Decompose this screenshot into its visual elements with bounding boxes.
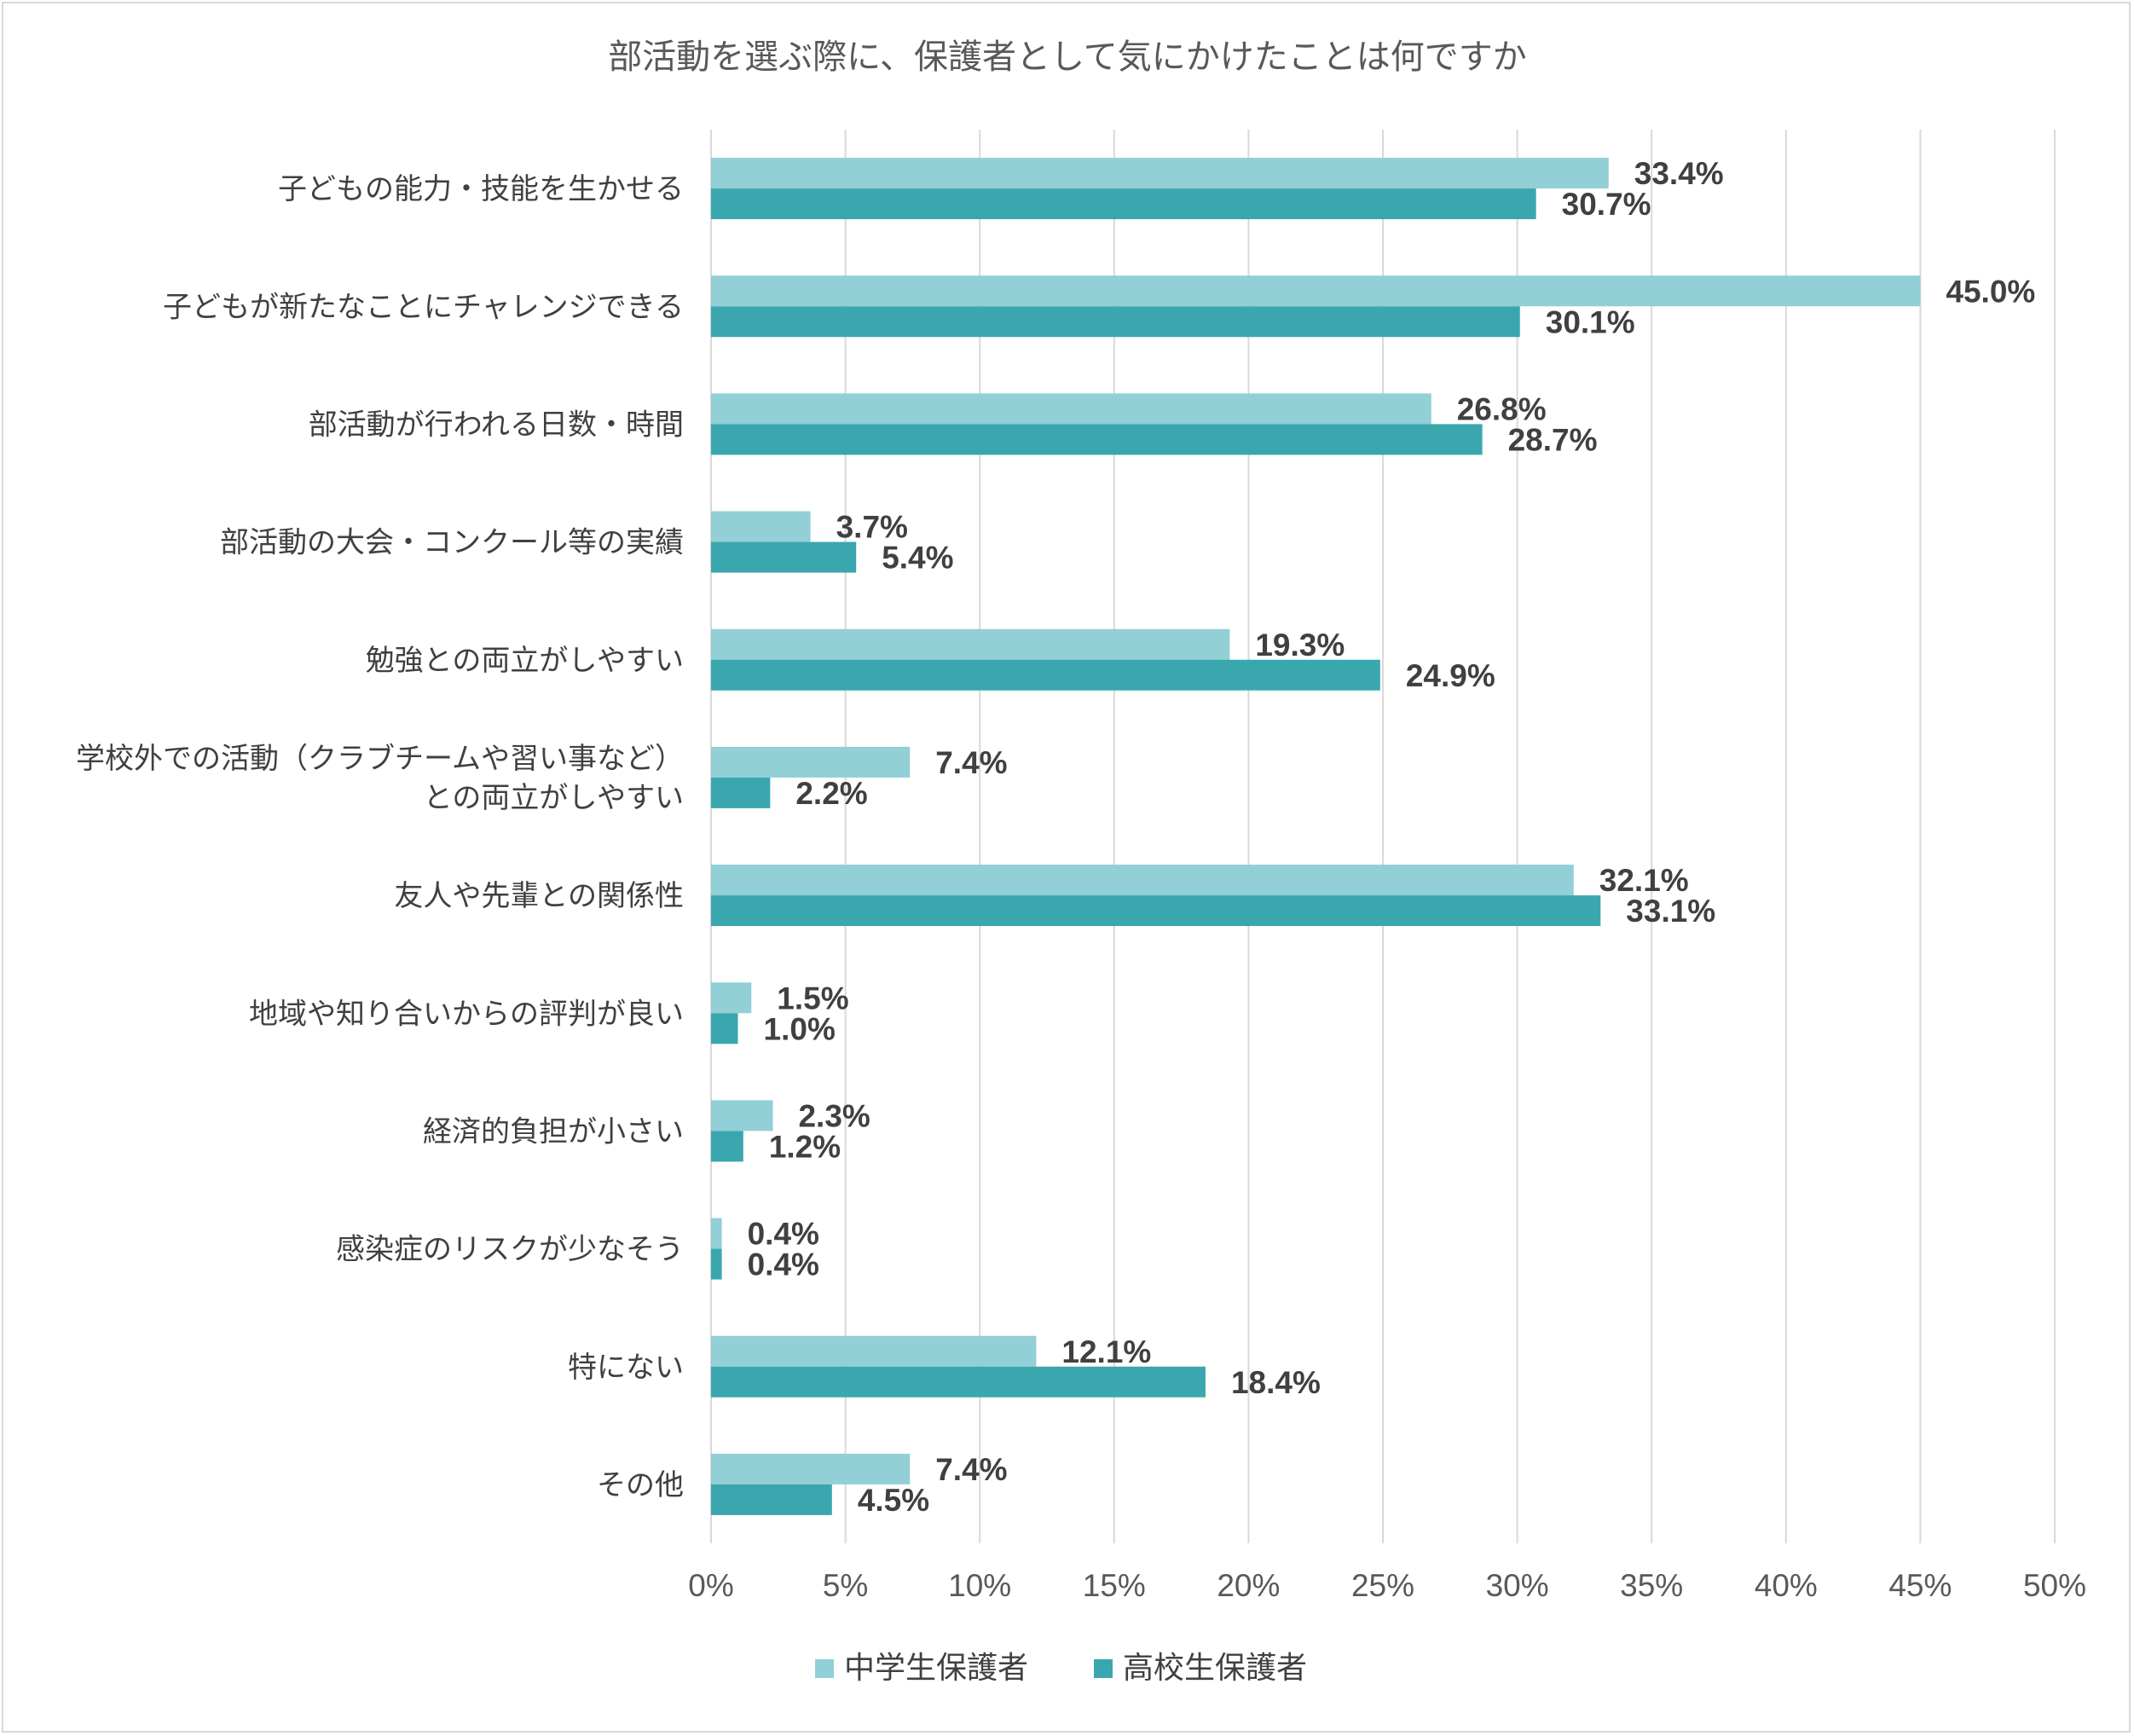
data-label: 1.0%: [764, 1011, 836, 1046]
legend-swatch: [1094, 1659, 1113, 1678]
data-label: 33.1%: [1626, 894, 1715, 929]
category-label: 学校外での活動（クラブチームや習い事など）: [76, 742, 684, 776]
data-label: 26.8%: [1457, 391, 1547, 426]
bar-senior-9: [711, 1248, 722, 1280]
bar-junior-7: [711, 982, 752, 1014]
x-tick-label: 10%: [948, 1568, 1011, 1603]
bar-junior-6: [711, 865, 1574, 896]
data-label: 12.1%: [1061, 1334, 1151, 1369]
data-label: 19.3%: [1255, 628, 1345, 663]
bar-junior-0: [711, 158, 1609, 189]
data-label: 0.4%: [748, 1217, 819, 1252]
legend-label: 高校生保護者: [1123, 1651, 1307, 1686]
bar-junior-3: [711, 511, 811, 542]
x-tick-label: 5%: [823, 1568, 868, 1603]
x-tick-label: 45%: [1888, 1568, 1952, 1603]
bar-senior-1: [711, 306, 1520, 338]
bars: [711, 158, 1921, 1515]
data-label: 24.9%: [1406, 658, 1495, 693]
category-labels: 子どもの能力・技能を生かせる子どもが新たなことにチャレンジできる部活動が行われる…: [76, 172, 684, 1502]
x-tick-label: 15%: [1083, 1568, 1146, 1603]
bar-senior-4: [711, 659, 1380, 691]
data-label: 2.2%: [795, 776, 867, 811]
bar-senior-3: [711, 541, 857, 573]
bar-junior-8: [711, 1100, 773, 1131]
category-label: 部活動の大会・コンクール等の実績: [220, 526, 684, 560]
data-labels: 33.4%30.7% 45.0% 30.1% 26.8%28.7% 3.7%5.4% 19…: [748, 156, 2036, 1518]
category-label: との両立がしやすい: [424, 781, 684, 815]
bar-senior-8: [711, 1131, 743, 1162]
category-label: 特にない: [568, 1351, 684, 1385]
data-label: 18.4%: [1231, 1365, 1321, 1400]
bar-senior-11: [711, 1484, 832, 1515]
data-label: 30.7%: [1562, 187, 1651, 222]
data-label: 33.4%: [1634, 156, 1724, 191]
category-label: 子どもの能力・技能を生かせる: [278, 172, 684, 206]
x-axis-ticks: 0% 5% 10% 15% 20% 25% 30% 35% 40% 45% 50%: [688, 1568, 2086, 1603]
x-tick-label: 35%: [1620, 1568, 1683, 1603]
bar-senior-10: [711, 1366, 1206, 1397]
bar-junior-10: [711, 1335, 1037, 1367]
legend: 中学生保護者 高校生保護者: [815, 1651, 1307, 1686]
data-label: 7.4%: [935, 1452, 1007, 1487]
legend-item-0: 中学生保護者: [815, 1651, 1028, 1686]
x-tick-label: 30%: [1486, 1568, 1549, 1603]
legend-swatch: [815, 1659, 834, 1678]
x-tick-label: 0%: [688, 1568, 733, 1603]
data-label: 28.7%: [1508, 422, 1598, 457]
data-label: 32.1%: [1599, 863, 1689, 898]
data-label: 7.4%: [935, 745, 1007, 780]
bar-junior-11: [711, 1453, 911, 1484]
bar-junior-1: [711, 275, 1921, 307]
x-tick-label: 50%: [2023, 1568, 2086, 1603]
bar-senior-7: [711, 1013, 738, 1044]
category-label: 地域や知り合いからの評判が良い: [249, 997, 684, 1031]
chart-title: 部活動を選ぶ際に、保護者として気にかけたことは何ですか: [608, 38, 1527, 77]
legend-item-1: 高校生保護者: [1094, 1651, 1307, 1686]
bar-junior-2: [711, 393, 1431, 425]
category-label: 経済的負担が小さい: [423, 1114, 684, 1149]
legend-label: 中学生保護者: [844, 1651, 1028, 1686]
category-label: 勉強との両立がしやすい: [366, 644, 684, 678]
gridlines: [710, 130, 2056, 1543]
category-label: 子どもが新たなことにチャレンジできる: [163, 290, 684, 324]
bar-junior-9: [711, 1218, 722, 1249]
data-label: 1.5%: [777, 981, 848, 1016]
data-label: 2.3%: [798, 1098, 870, 1133]
category-label: 友人や先輩との関係性: [394, 879, 684, 913]
category-label: 感染症のリスクが少なそう: [336, 1233, 684, 1267]
bar-senior-6: [711, 895, 1601, 927]
category-label: 部活動が行われる日数・時間: [309, 408, 684, 442]
bar-junior-4: [711, 628, 1230, 660]
bar-senior-5: [711, 777, 771, 808]
category-label: その他: [597, 1468, 684, 1502]
bar-senior-2: [711, 424, 1483, 455]
data-label: 4.5%: [858, 1483, 929, 1518]
x-tick-label: 40%: [1755, 1568, 1818, 1603]
bar-junior-5: [711, 746, 911, 778]
data-label: 45.0%: [1946, 274, 2035, 309]
data-label: 5.4%: [882, 541, 953, 576]
data-label: 30.1%: [1546, 304, 1635, 339]
x-tick-label: 25%: [1351, 1568, 1414, 1603]
data-label: 3.7%: [836, 510, 908, 545]
data-label: 1.2%: [769, 1129, 841, 1164]
bar-senior-0: [711, 188, 1536, 220]
x-tick-label: 20%: [1217, 1568, 1280, 1603]
data-label: 0.4%: [748, 1247, 819, 1282]
